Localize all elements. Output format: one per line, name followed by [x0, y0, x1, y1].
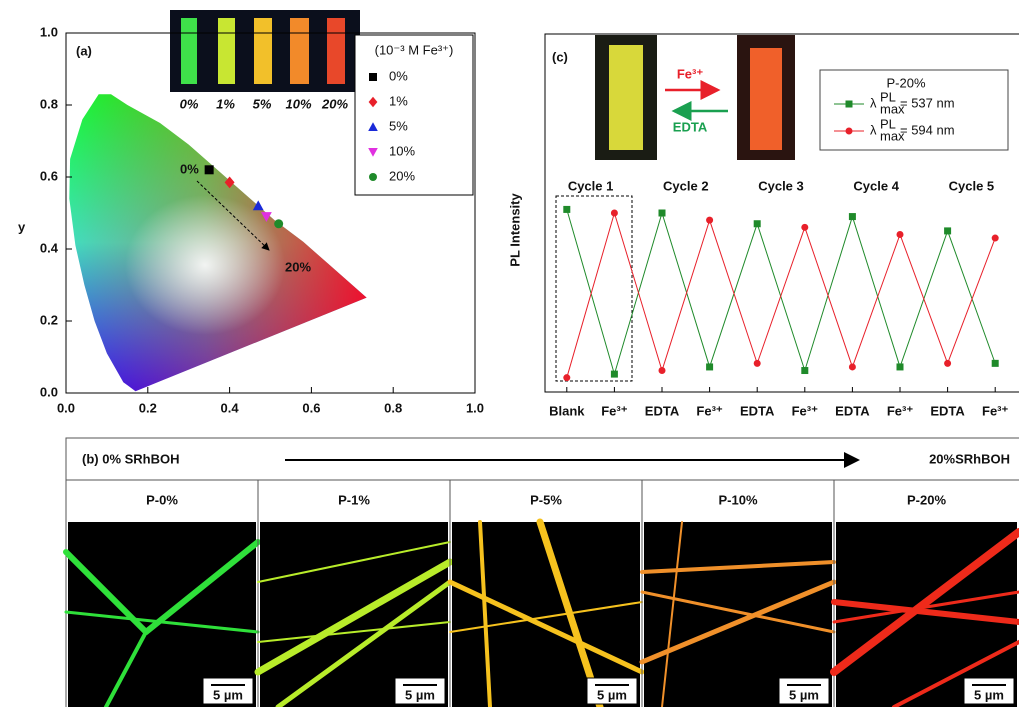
column-title: P-20% [907, 492, 946, 507]
marker [992, 360, 999, 367]
panel-label: (a) [76, 43, 92, 58]
y-tick-label: 1.0 [40, 24, 58, 39]
legend-label: λ [870, 122, 877, 137]
x-tick-label: 0.4 [221, 400, 240, 415]
column-title: P-10% [718, 492, 757, 507]
marker [944, 227, 951, 234]
scale-bar-label: 5 µm [213, 687, 243, 702]
series-line [567, 209, 995, 374]
marker [992, 235, 999, 242]
column-title: P-5% [530, 492, 562, 507]
marker [846, 128, 853, 135]
legend-label: = 537 nm [900, 95, 955, 110]
marker [706, 217, 713, 224]
x-tick-label: EDTA [930, 403, 965, 418]
scale-bar-label: 5 µm [974, 687, 1004, 702]
inset-photo [170, 10, 360, 92]
x-tick-label: Blank [549, 403, 585, 418]
panel-label: (b) 0% SRhBOH [82, 451, 180, 466]
legend-label: 20% [389, 168, 415, 183]
x-tick-label: Fe³⁺ [887, 403, 914, 418]
y-tick-label: 0.6 [40, 168, 58, 183]
column-title: P-0% [146, 492, 178, 507]
marker [611, 371, 618, 378]
marker [897, 363, 904, 370]
inset-label: 10% [285, 96, 311, 111]
legend-title: P-20% [886, 75, 925, 90]
cycle-label: Cycle 4 [853, 178, 899, 193]
marker [706, 363, 713, 370]
legend-label: 10% [389, 143, 415, 158]
annotation: 20% [285, 259, 311, 274]
x-tick-label: Fe³⁺ [982, 403, 1009, 418]
x-tick-label: EDTA [835, 403, 870, 418]
cycle-label: Cycle 1 [568, 178, 614, 193]
legend-label: 5% [389, 118, 408, 133]
marker [754, 360, 761, 367]
y-axis-label: PL Intensity [507, 193, 522, 267]
end-label: 20%SRhBOH [929, 451, 1010, 466]
x-tick-label: 0.6 [302, 400, 320, 415]
marker [754, 220, 761, 227]
inset-label: 1% [216, 96, 235, 111]
marker [659, 367, 666, 374]
inset-label: 5% [253, 96, 272, 111]
cycle-label: Cycle 3 [758, 178, 804, 193]
marker [205, 165, 214, 174]
marker [611, 210, 618, 217]
marker [563, 206, 570, 213]
x-tick-label: Fe³⁺ [696, 403, 723, 418]
y-tick-label: 0.8 [40, 96, 58, 111]
x-tick-label: Fe³⁺ [792, 403, 819, 418]
scale-bar-label: 5 µm [789, 687, 819, 702]
inset-label: 0% [180, 96, 199, 111]
marker [944, 360, 951, 367]
x-tick-label: EDTA [740, 403, 775, 418]
cycle-label: Cycle 2 [663, 178, 709, 193]
marker [659, 210, 666, 217]
x-tick-label: 0.8 [384, 400, 402, 415]
legend-title: (10⁻³ M Fe³⁺) [375, 42, 454, 57]
y-tick-label: 0.2 [40, 312, 58, 327]
x-tick-label: EDTA [645, 403, 680, 418]
y-tick-label: 0.4 [40, 240, 59, 255]
marker [274, 219, 283, 228]
series-line [567, 213, 995, 378]
legend-label: 0% [389, 68, 408, 83]
photo [750, 48, 782, 150]
marker [369, 173, 377, 181]
y-tick-label: 0.0 [40, 384, 58, 399]
marker [369, 73, 377, 81]
scale-bar-label: 5 µm [405, 687, 435, 702]
x-tick-label: 0.2 [139, 400, 157, 415]
marker [849, 213, 856, 220]
inset-label: 20% [321, 96, 348, 111]
marker [801, 224, 808, 231]
legend-label: λ [870, 95, 877, 110]
column-title: P-1% [338, 492, 370, 507]
arrow-label: Fe³⁺ [677, 66, 704, 81]
figure: 0% 20% (a) y (c) PL Intensity Fe³⁺ EDTA … [0, 0, 1019, 707]
marker [846, 101, 853, 108]
cie-diagram [66, 90, 376, 395]
x-tick-label: Fe³⁺ [601, 403, 628, 418]
y-axis-label: y [18, 219, 26, 234]
annotation: 0% [180, 161, 199, 176]
page: {"chart_data": [ {"type": "scatter", "pa… [0, 0, 1019, 707]
photo [609, 45, 643, 150]
legend-label: = 594 nm [900, 122, 955, 137]
marker [801, 367, 808, 374]
x-tick-label: 1.0 [466, 400, 484, 415]
scale-bar-label: 5 µm [597, 687, 627, 702]
cycle-label: Cycle 5 [949, 178, 995, 193]
marker [897, 231, 904, 238]
legend-label: 1% [389, 93, 408, 108]
panel-label: (c) [552, 49, 568, 64]
marker [563, 374, 570, 381]
marker [849, 363, 856, 370]
x-tick-label: 0.0 [57, 400, 75, 415]
arrow-label: EDTA [673, 119, 708, 134]
